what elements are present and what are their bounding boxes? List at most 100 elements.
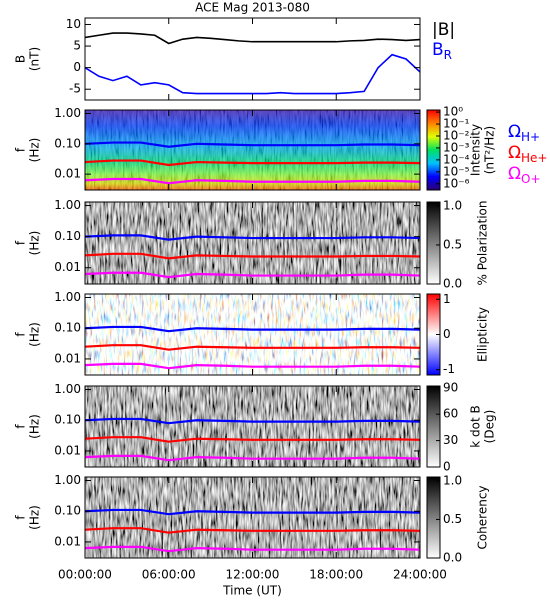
y-axis-label: (Hz) (28, 138, 42, 163)
y-axis-label: f (14, 424, 28, 429)
series-line (85, 527, 420, 534)
y-tick-label: 1.00 (54, 198, 81, 212)
legend-label: ΩH+ (508, 122, 540, 144)
y-tick-label: 1.00 (54, 473, 81, 487)
y-axis-label: f (14, 332, 28, 337)
colorbar-tick-label: 1 (443, 292, 451, 306)
y-tick-label: 0.01 (54, 260, 81, 274)
colorbar-tick-label: 60 (443, 407, 458, 421)
series-line (85, 545, 420, 553)
y-tick-label: 0.10 (54, 504, 81, 518)
series-line (85, 454, 420, 462)
series-line (85, 362, 420, 370)
y-tick-label: 5 (73, 39, 81, 53)
colorbar-label: % Polarization (476, 201, 490, 286)
y-tick-label: -5 (69, 82, 81, 96)
frame (84, 17, 421, 101)
legend-label: ΩHe+ (508, 143, 547, 165)
y-tick-label: 0.01 (54, 443, 81, 457)
series-line (85, 271, 420, 279)
legend-subscript: R (444, 48, 452, 62)
colorbar-label: (Deg) (483, 410, 497, 444)
legend-subscript: He+ (521, 151, 547, 165)
colorbar-tick-label: 30 (443, 433, 458, 447)
legend-subscript: H+ (521, 130, 540, 144)
y-axis-label: f (14, 147, 28, 152)
y-axis-label: f (14, 240, 28, 245)
x-tick-label: 00:00:00 (58, 568, 112, 582)
y-axis-label: (Hz) (28, 322, 42, 347)
series-line (85, 344, 420, 351)
colorbar-label: Coherency (476, 485, 490, 549)
series-line (85, 141, 420, 148)
colorbar (426, 109, 441, 191)
colorbar-tick-label: 10⁻² (443, 128, 470, 142)
colorbar-tick-label: 10⁻¹ (443, 117, 470, 131)
series-line (85, 234, 420, 241)
series-line (85, 53, 420, 95)
colorbar (426, 385, 441, 468)
y-tick-label: 1.00 (54, 290, 81, 304)
spectrogram (85, 386, 420, 467)
y-tick-label: 0.01 (54, 167, 81, 181)
colorbar-label: (nT²/Hz) (483, 126, 497, 174)
y-tick-label: 0.10 (54, 321, 81, 335)
legend-label: BR (432, 40, 452, 62)
colorbar-tick-label: 90 (443, 380, 458, 394)
colorbar (426, 476, 441, 559)
series-line (85, 325, 420, 333)
colorbar-label: Intensity (469, 124, 483, 176)
series-line (85, 32, 420, 45)
colorbar-tick-label: 10⁻⁵ (443, 164, 470, 178)
legend-label: |B| (432, 20, 455, 40)
colorbar-tick-label: 0.0 (443, 551, 462, 565)
y-tick-label: 0 (73, 60, 81, 74)
x-tick-label: 06:00:00 (142, 568, 196, 582)
y-axis-label: f (14, 515, 28, 520)
y-tick-label: 0.10 (54, 229, 81, 243)
y-tick-label: 0.01 (54, 534, 81, 548)
x-tick-label: 12:00:00 (226, 568, 280, 582)
series-line (85, 177, 420, 185)
legend-label: ΩO+ (508, 164, 541, 186)
y-tick-label: 0.10 (54, 136, 81, 150)
series-line (85, 252, 420, 260)
colorbar-label: Ellipticity (476, 307, 490, 362)
x-axis-label: Time (UT) (222, 584, 282, 598)
y-tick-label: 10 (66, 17, 81, 31)
colorbar-tick-label: 10⁰ (443, 105, 463, 119)
y-tick-label: 1.00 (54, 382, 81, 396)
colorbar-tick-label: 0 (443, 460, 451, 474)
colorbar-tick-label: 0.5 (443, 237, 462, 251)
colorbar-label: k dot B (469, 405, 483, 447)
series-line (85, 508, 420, 516)
series-line (85, 159, 420, 167)
legend-name: Ω (508, 164, 521, 184)
y-axis-label: (Hz) (28, 231, 42, 256)
legend-name: Ω (508, 143, 521, 163)
y-axis-label: (nT) (28, 47, 42, 71)
colorbar-tick-label: 10⁻⁴ (443, 152, 470, 166)
legend-name: Ω (508, 122, 521, 142)
colorbar-tick-label: 1.0 (443, 198, 462, 212)
y-tick-label: 0.10 (54, 413, 81, 427)
y-tick-label: 1.00 (54, 106, 81, 120)
x-tick-label: 24:00:00 (393, 568, 447, 582)
y-tick-label: 0.01 (54, 351, 81, 365)
colorbar (426, 201, 441, 285)
series-line (85, 436, 420, 443)
colorbar-tick-label: 0.5 (443, 512, 462, 526)
spectrogram (85, 294, 420, 375)
legend-name: |B| (432, 20, 455, 40)
legend-name: B (432, 40, 444, 60)
colorbar-tick-label: 0.0 (443, 277, 462, 291)
y-axis-label: (Hz) (28, 505, 42, 530)
spectrogram-noise (85, 110, 420, 190)
x-tick-label: 18:00:00 (309, 568, 363, 582)
y-axis-label: (Hz) (28, 414, 42, 439)
spectrogram (85, 202, 420, 284)
colorbar-tick-label: 10⁻⁶ (443, 176, 470, 190)
colorbar-tick-label: 0 (443, 327, 451, 341)
